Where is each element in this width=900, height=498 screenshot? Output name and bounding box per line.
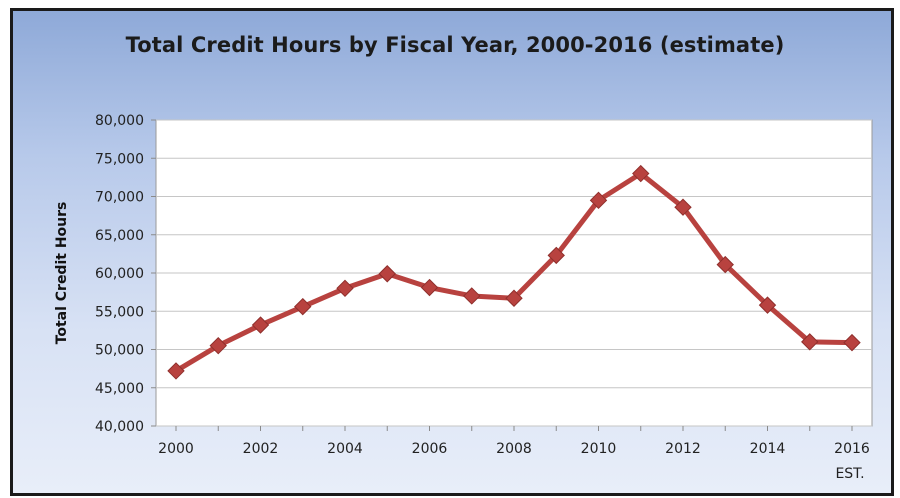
data-point-marker xyxy=(463,287,481,305)
data-point-marker xyxy=(420,278,439,297)
data-point-marker xyxy=(505,289,523,307)
data-point-marker xyxy=(378,265,396,283)
data-point-marker xyxy=(209,336,227,355)
data-point-marker xyxy=(336,279,354,298)
chart-title: Total Credit Hours by Fiscal Year, 2000-… xyxy=(125,33,785,57)
x-tick-label: 2000 xyxy=(158,441,194,457)
y-tick-label: 80,000 xyxy=(95,113,144,129)
x-tick-label: 2008 xyxy=(496,441,532,457)
x-tick-label: 2010 xyxy=(581,441,617,457)
series-group xyxy=(167,164,861,380)
data-point-marker xyxy=(801,333,819,351)
x-tick-label: 2004 xyxy=(327,441,363,457)
x-tick-label: 2006 xyxy=(412,441,448,457)
x-tick-label: 2016 xyxy=(834,441,870,457)
grid-lines xyxy=(156,119,872,427)
data-point-marker xyxy=(758,296,777,314)
y-tick-label: 55,000 xyxy=(95,304,144,320)
data-point-marker xyxy=(547,246,565,265)
y-tick-label: 50,000 xyxy=(95,343,144,359)
y-tick-label: 70,000 xyxy=(95,190,144,206)
y-tick-label: 65,000 xyxy=(95,228,144,244)
data-point-marker xyxy=(716,255,734,274)
x-axis: 2000 2002 2004 2006 2008 2010 2012 2014 2016 EST. xyxy=(158,426,870,482)
x-tick-sublabel: EST. xyxy=(835,466,864,482)
y-tick-label: 45,000 xyxy=(95,381,144,397)
y-tick-label: 75,000 xyxy=(95,151,144,167)
y-tick-label: 40,000 xyxy=(95,419,144,435)
data-point-marker xyxy=(632,164,650,183)
x-tick-label: 2012 xyxy=(665,441,701,457)
data-point-marker xyxy=(294,297,312,316)
x-tick-label: 2014 xyxy=(750,441,786,457)
data-point-marker xyxy=(674,198,692,216)
data-point-marker xyxy=(843,333,861,352)
data-point-marker xyxy=(167,362,185,380)
y-tick-label: 60,000 xyxy=(95,266,144,282)
y-axis: 40,000 45,000 50,000 55,000 60,000 65,000 70,0… xyxy=(95,113,156,435)
y-axis-label: Total Credit Hours xyxy=(54,202,70,345)
x-tick-label: 2002 xyxy=(243,441,279,457)
data-point-marker xyxy=(589,191,608,210)
data-point-marker xyxy=(251,316,270,334)
